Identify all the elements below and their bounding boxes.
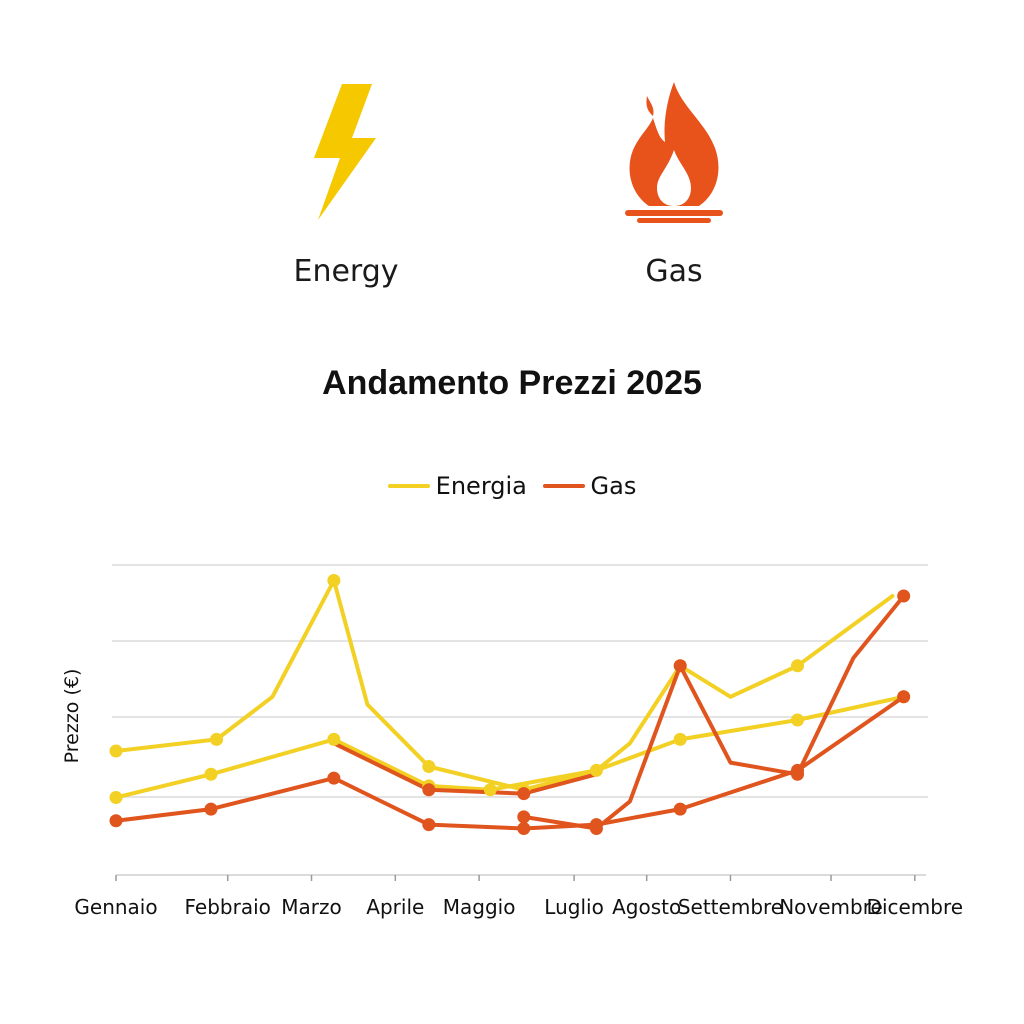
chart-title: Andamento Prezzi 2025 bbox=[322, 364, 702, 402]
series-line-energia bbox=[114, 694, 906, 800]
data-point-gas bbox=[897, 589, 911, 603]
data-point-gas bbox=[673, 659, 687, 673]
x-tick-label: Luglio bbox=[544, 895, 604, 919]
legend-item-gas: Gas bbox=[542, 472, 637, 500]
flame-icon bbox=[625, 82, 723, 223]
data-point-energia bbox=[109, 744, 123, 758]
energy-block: Energy bbox=[246, 78, 446, 289]
data-point-energia bbox=[109, 791, 123, 804]
data-point-energia bbox=[204, 767, 218, 781]
data-point-gas bbox=[327, 771, 341, 785]
data-point-energia bbox=[483, 783, 497, 797]
legend-item-energia: Energia bbox=[387, 472, 527, 500]
data-point-gas bbox=[517, 822, 531, 835]
energy-label: Energy bbox=[293, 254, 399, 289]
x-tick-label: Agosto bbox=[612, 895, 681, 919]
y-axis-label: Prezzo (€) bbox=[61, 669, 83, 764]
data-point-energia bbox=[589, 763, 603, 777]
data-point-energia bbox=[210, 732, 224, 746]
x-tick-label: Aprile bbox=[366, 895, 424, 919]
x-tick-label: Dicembre bbox=[867, 895, 964, 919]
x-tick-label: Marzo bbox=[281, 895, 341, 919]
data-point-energia bbox=[422, 760, 436, 773]
series-line-energia bbox=[114, 578, 895, 792]
x-tick-label: Gennaio bbox=[74, 895, 157, 919]
x-tick-label: Maggio bbox=[443, 895, 516, 919]
data-point-gas bbox=[109, 814, 123, 828]
legend-swatch-gas bbox=[542, 484, 585, 488]
data-point-energia bbox=[673, 732, 687, 746]
data-point-gas bbox=[422, 818, 436, 832]
data-point-energia bbox=[327, 732, 341, 746]
data-point-gas bbox=[517, 787, 531, 801]
legend-swatch-energia bbox=[387, 484, 430, 488]
data-point-gas bbox=[791, 767, 805, 781]
data-point-gas bbox=[422, 783, 436, 797]
data-point-gas bbox=[897, 690, 911, 704]
lightning-bolt-icon bbox=[314, 84, 376, 220]
data-point-energia bbox=[791, 659, 805, 673]
legend-label-gas: Gas bbox=[590, 472, 637, 500]
gas-block: Gas bbox=[574, 78, 774, 289]
series-line-gas bbox=[331, 741, 599, 796]
data-point-energia bbox=[327, 574, 341, 587]
data-point-gas bbox=[673, 802, 687, 816]
gas-label: Gas bbox=[645, 254, 703, 289]
chart-legend: Energia Gas bbox=[0, 466, 1024, 500]
data-point-gas bbox=[589, 822, 603, 835]
legend-label-energia: Energia bbox=[435, 472, 527, 500]
data-point-gas bbox=[204, 802, 218, 816]
x-tick-label: Settembre bbox=[678, 895, 783, 919]
header-icons: Energy Gas bbox=[0, 0, 1024, 320]
data-point-gas bbox=[517, 810, 531, 824]
data-point-energia bbox=[791, 713, 805, 727]
x-tick-label: Febbraio bbox=[185, 895, 271, 919]
x-tick-label: Novembre bbox=[779, 895, 883, 919]
